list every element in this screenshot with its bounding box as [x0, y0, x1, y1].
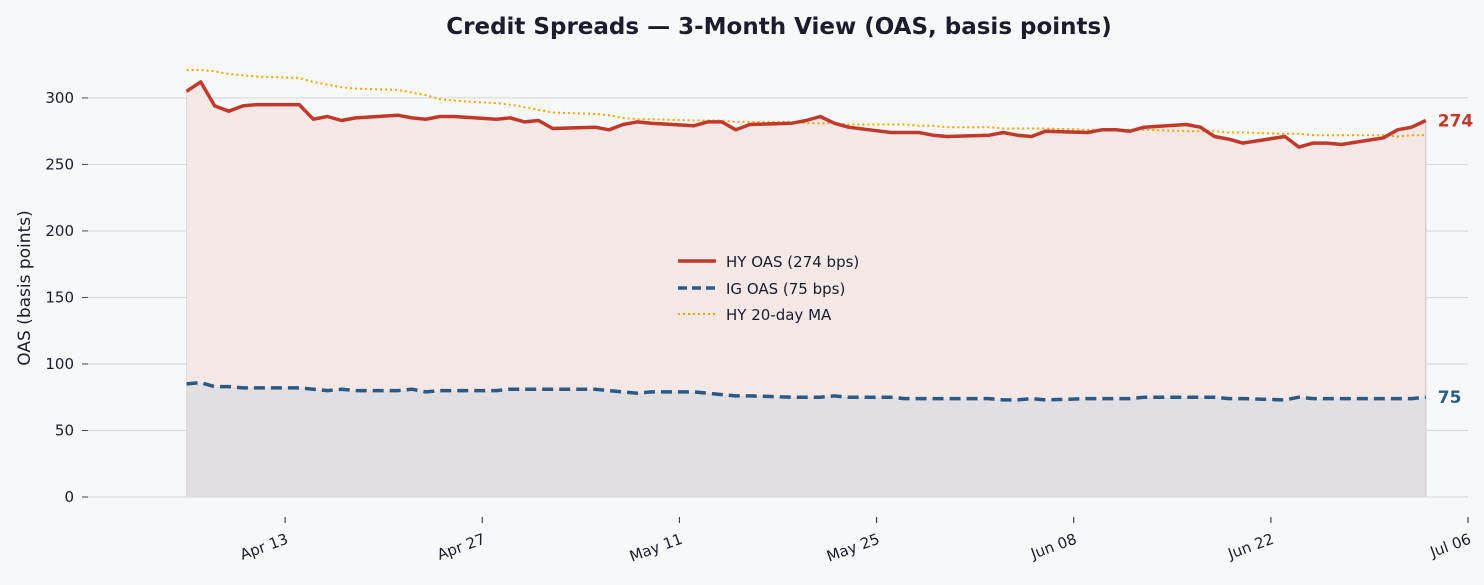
y-tick-label: 0 — [64, 488, 74, 506]
legend: HY OAS (274 bps) IG OAS (75 bps) HY 20-d… — [678, 253, 859, 324]
x-tick-label: Apr 27 — [435, 530, 488, 564]
y-tick-label: 250 — [45, 155, 74, 173]
end-labels: 274 75 — [1438, 112, 1474, 409]
y-axis-label: OAS (basis points) — [15, 210, 35, 365]
legend-label-hy: HY OAS (274 bps) — [726, 253, 859, 271]
x-tick-label: May 25 — [824, 530, 882, 566]
legend-label-ma: HY 20-day MA — [726, 306, 832, 324]
series-lines — [185, 69, 1427, 402]
x-tick-label: Apr 13 — [238, 530, 291, 564]
y-tick-label: 150 — [45, 288, 74, 306]
y-tick-label: 100 — [45, 355, 74, 373]
y-tick-label: 50 — [55, 421, 74, 439]
ig-end-label: 75 — [1438, 388, 1462, 408]
x-tick-label: May 11 — [627, 530, 685, 566]
legend-label-ig: IG OAS (75 bps) — [726, 280, 845, 298]
x-tick-label: Jul 06 — [1427, 530, 1474, 562]
ig-area-fill — [186, 382, 1426, 497]
series-line-ig — [186, 380, 1426, 402]
area-fills — [186, 81, 1427, 498]
x-tick-label: Jun 22 — [1225, 530, 1277, 563]
series-line-hy — [185, 80, 1427, 149]
hy-end-label: 274 — [1438, 112, 1474, 132]
y-tick-label: 200 — [45, 222, 74, 240]
y-tick-label: 300 — [45, 89, 74, 107]
chart-title: Credit Spreads — 3-Month View (OAS, basi… — [446, 14, 1111, 40]
x-tick-label: Jun 08 — [1028, 530, 1080, 563]
